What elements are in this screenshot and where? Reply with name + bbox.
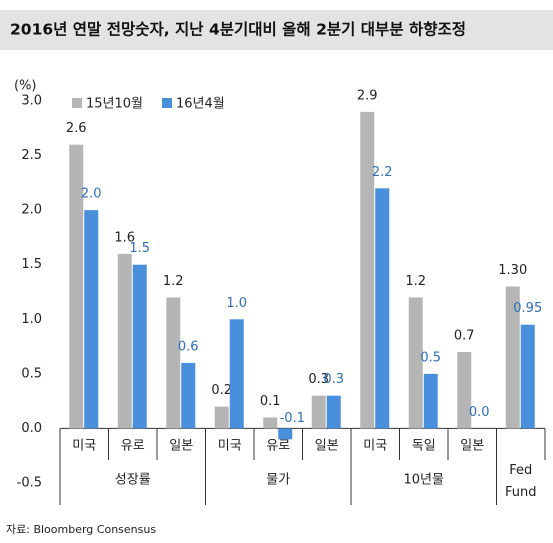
value-label: 0.0 — [469, 405, 490, 420]
value-label: 2.2 — [372, 165, 393, 180]
bar — [326, 395, 341, 429]
x-tick-label: 독일 — [412, 439, 436, 454]
x-tick-label: Fed Fund — [505, 463, 537, 500]
value-label: 0.6 — [178, 339, 199, 354]
value-label: 0.1 — [260, 394, 281, 409]
title-bar — [0, 10, 553, 50]
y-tick-label: 0.0 — [21, 421, 42, 436]
x-tick-label: 일본 — [315, 439, 339, 454]
bar — [229, 319, 244, 429]
value-label: -0.1 — [280, 411, 305, 426]
y-unit: (%) — [14, 79, 37, 94]
value-label: 0.2 — [211, 383, 232, 398]
y-tick-label: 3.0 — [21, 94, 42, 109]
value-label: 2.9 — [357, 88, 378, 103]
bar — [132, 264, 147, 429]
bar — [311, 395, 326, 429]
value-label: 1.2 — [405, 274, 426, 289]
value-label: 1.0 — [226, 296, 247, 311]
value-label: 0.5 — [420, 350, 441, 365]
bar — [263, 417, 278, 429]
x-tick-label: 미국 — [72, 439, 96, 454]
x-tick-label: 미국 — [363, 439, 387, 454]
bar — [505, 286, 520, 429]
group-label: 성장률 — [115, 473, 151, 488]
bar — [278, 428, 293, 440]
y-tick-label: 2.0 — [21, 203, 42, 218]
y-tick-label: 0.5 — [21, 366, 42, 381]
bar — [457, 352, 472, 429]
bar — [360, 111, 375, 429]
bar — [375, 188, 390, 429]
bar — [166, 297, 181, 429]
value-label: 0.3 — [323, 372, 344, 387]
x-tick-label: 유로 — [266, 439, 290, 454]
chart-title: 2016년 연말 전망숫자, 지난 4분기대비 올해 2분기 대부분 하향조정 — [10, 20, 466, 39]
y-tick-label: 1.0 — [21, 312, 42, 327]
value-label: 1.5 — [129, 241, 150, 256]
x-tick-label: 유로 — [121, 439, 145, 454]
x-tick-label: 일본 — [169, 439, 193, 454]
legend-swatch — [72, 98, 82, 108]
value-label: 0.7 — [454, 329, 475, 344]
bar — [214, 406, 229, 429]
value-label: 2.0 — [81, 187, 102, 202]
x-tick-label: 일본 — [460, 439, 484, 454]
value-label: 0.3 — [308, 372, 329, 387]
y-tick-label: -0.5 — [17, 476, 42, 491]
value-label: 2.6 — [66, 121, 87, 136]
value-label: 1.30 — [498, 263, 527, 278]
bar — [69, 144, 84, 429]
legend-swatch — [162, 98, 172, 108]
legend-label: 15년10월 — [86, 97, 143, 112]
bar — [423, 373, 438, 429]
bar — [84, 210, 99, 429]
y-tick-label: 2.5 — [21, 148, 42, 163]
bar — [181, 362, 196, 429]
legend-label: 16년4월 — [176, 97, 225, 112]
bar — [117, 253, 132, 429]
group-label: 10년물 — [404, 473, 445, 488]
value-label: 1.2 — [163, 274, 184, 289]
group-label: 물가 — [266, 473, 290, 488]
x-tick-label: 미국 — [218, 439, 242, 454]
y-tick-label: 1.5 — [21, 257, 42, 272]
value-label: 1.6 — [114, 230, 135, 245]
source: 자료: Bloomberg Consensus — [6, 523, 156, 536]
bar — [408, 297, 423, 429]
value-label: 0.95 — [513, 301, 542, 316]
bar — [520, 324, 535, 429]
